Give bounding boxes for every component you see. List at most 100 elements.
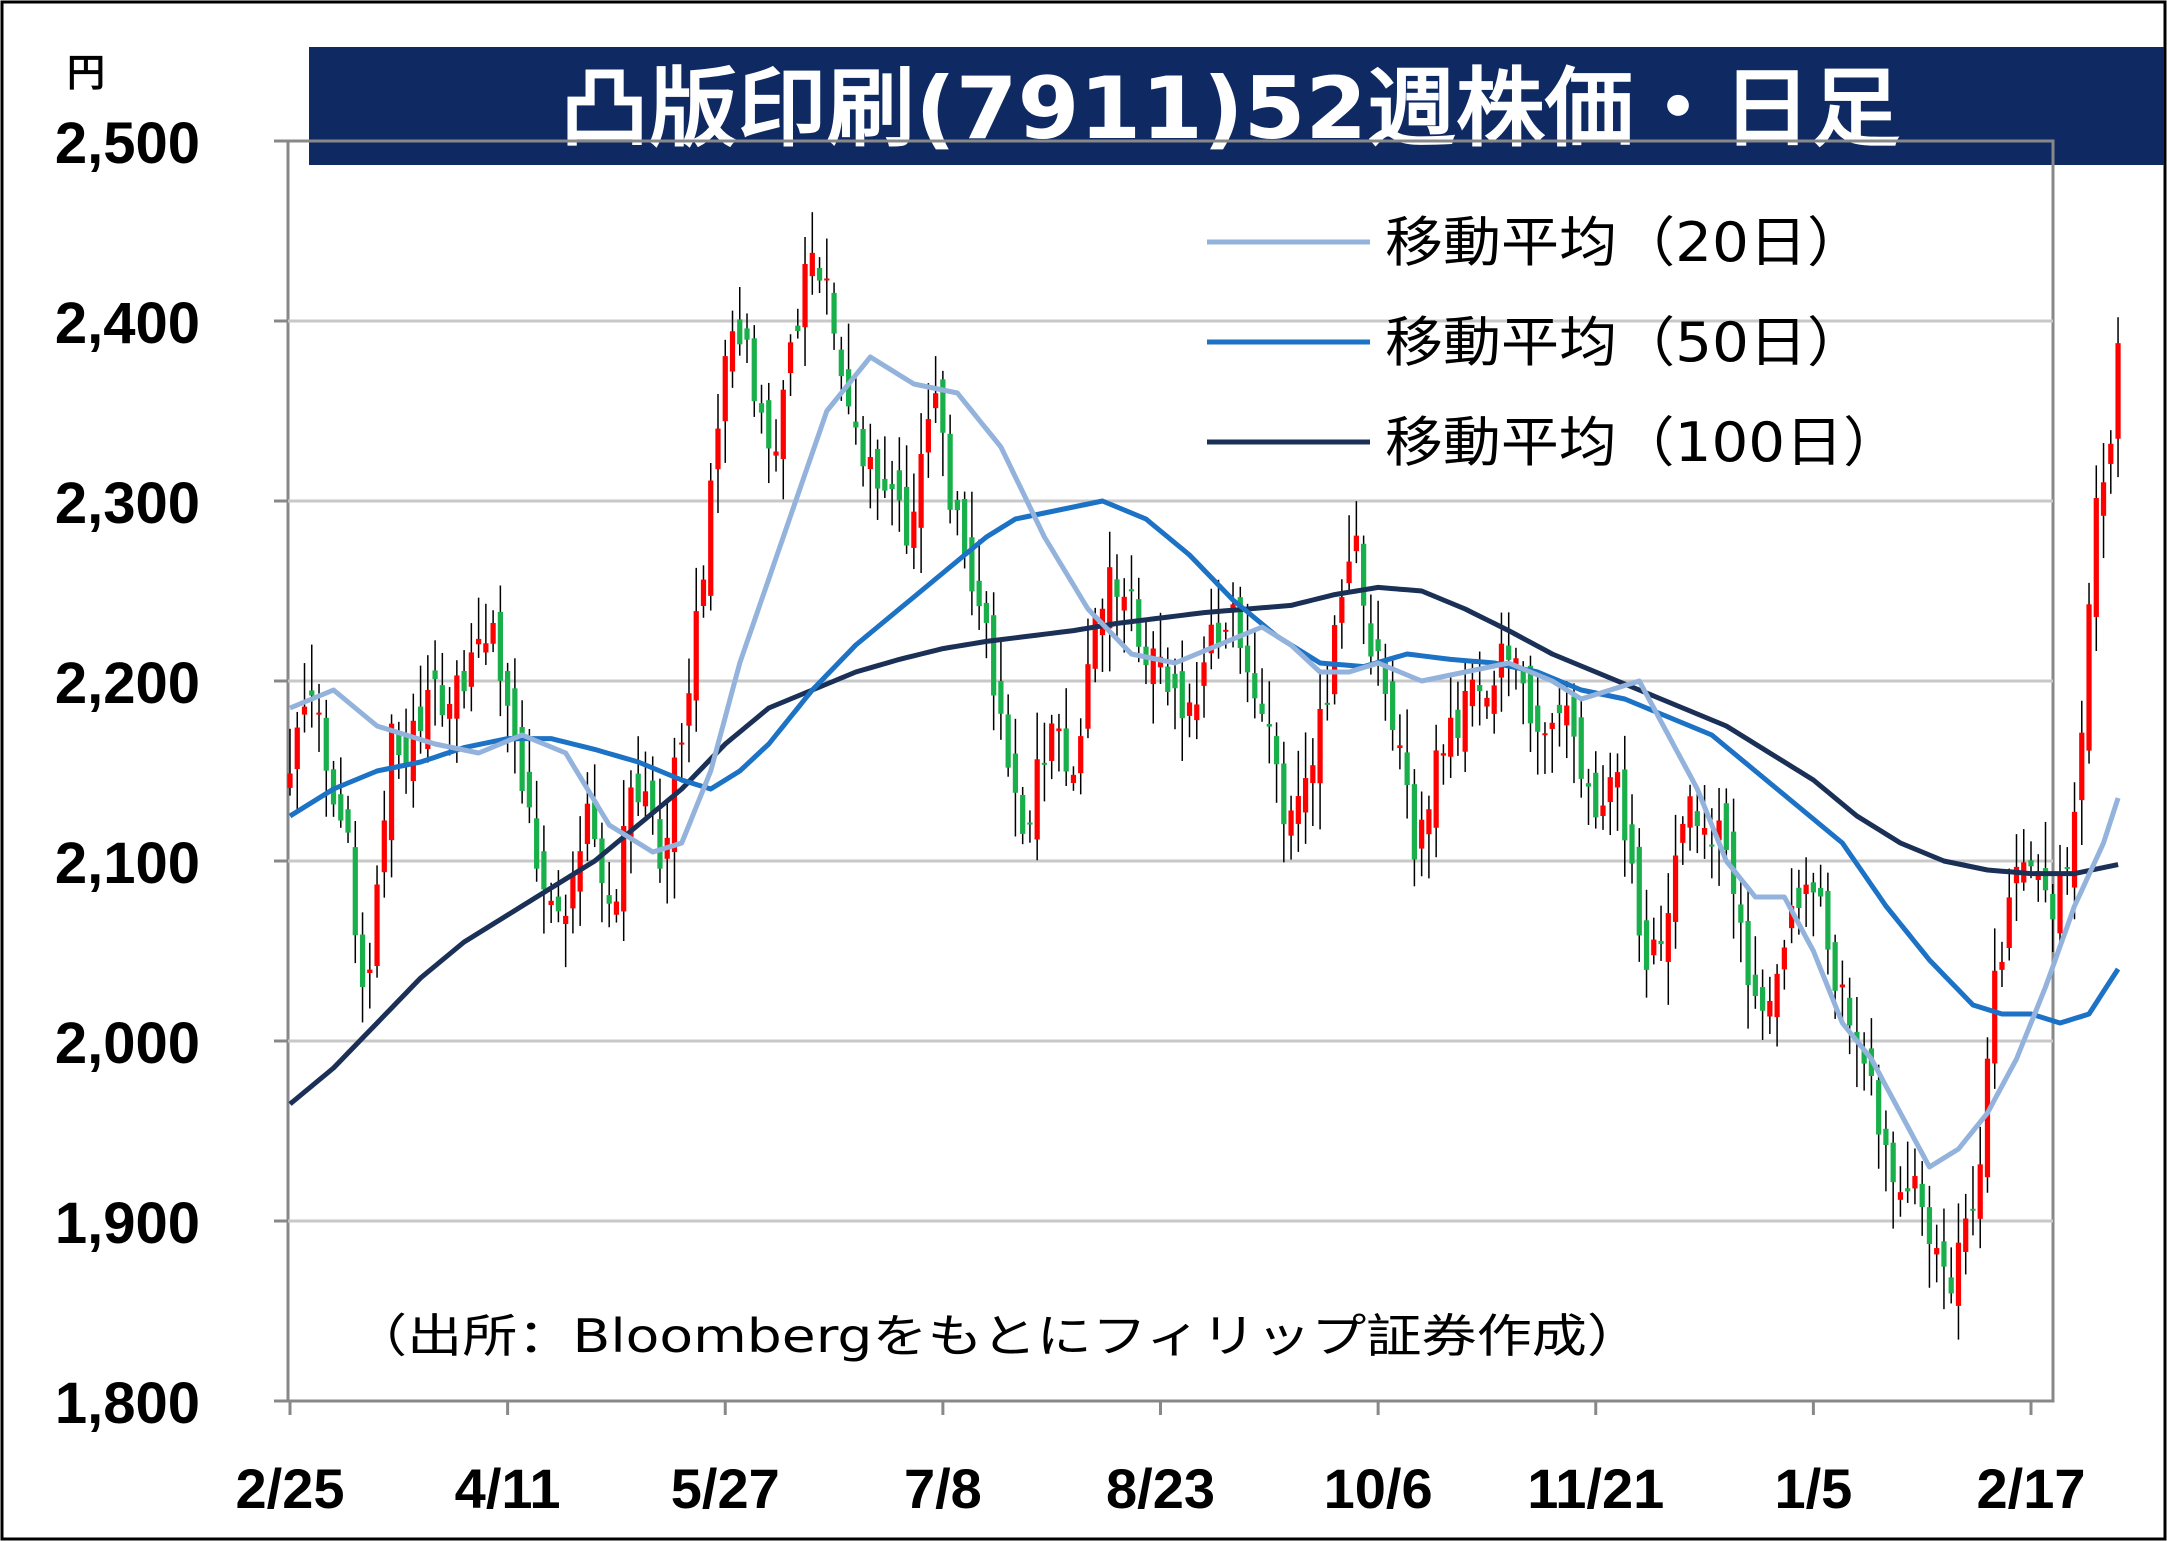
candle-down: [1252, 628, 1258, 719]
candle-up: [1701, 785, 1708, 859]
candle-body: [1883, 1128, 1889, 1146]
candle-body: [1818, 887, 1824, 897]
candle-body: [1419, 819, 1425, 849]
candle-up: [2100, 443, 2107, 559]
candle-body: [1861, 1049, 1867, 1064]
candle-up: [918, 413, 924, 573]
candle-body: [1578, 717, 1584, 779]
candle-down: [1259, 668, 1265, 722]
candle-down: [983, 591, 990, 659]
candle-down: [1629, 794, 1635, 884]
candle-body: [2050, 894, 2056, 920]
candle-up: [1491, 670, 1497, 734]
candle-down: [1012, 718, 1019, 837]
candle-body: [425, 689, 431, 750]
candle-body: [1825, 890, 1831, 950]
candle-body: [1440, 753, 1447, 756]
candle-body: [2115, 343, 2121, 439]
candle-body: [1723, 803, 1729, 851]
candle-up: [1564, 681, 1570, 759]
candle-body: [1839, 984, 1846, 988]
candle-up: [381, 790, 387, 898]
candle-body: [751, 338, 757, 402]
candle-down: [345, 795, 351, 843]
candle-down: [1752, 936, 1758, 1009]
candle-body: [410, 720, 416, 782]
candle-down: [1890, 1131, 1896, 1229]
candle-up: [729, 310, 736, 388]
ma100-line: [288, 584, 2119, 1106]
candle-down: [352, 821, 358, 964]
candle-up: [2057, 844, 2063, 943]
candle-up: [1353, 501, 1359, 564]
candle-body: [1397, 745, 1403, 749]
legend-label-ma100: 移動平均（100日）: [1385, 411, 1901, 474]
candle-down: [1266, 681, 1272, 764]
candle-body: [1121, 596, 1127, 611]
candle-up: [1317, 673, 1323, 830]
candle-up: [824, 238, 830, 315]
candle-body: [1041, 762, 1048, 765]
candle-up: [1085, 618, 1091, 739]
candle-body: [432, 670, 438, 680]
candle-body: [650, 780, 656, 814]
candle-up: [1034, 712, 1040, 861]
candle-down: [976, 539, 982, 630]
candle-down: [998, 639, 1004, 740]
candle-body: [1302, 778, 1309, 813]
candle-down: [1455, 681, 1461, 756]
candle-body: [1796, 887, 1802, 908]
candle-down: [1041, 722, 1048, 802]
candle-body: [954, 499, 960, 511]
candle-down: [1382, 643, 1388, 721]
candle-body: [1215, 622, 1222, 648]
candle-body: [1477, 685, 1483, 692]
candle-body: [2028, 860, 2034, 867]
y-tick-label: 2,400: [55, 291, 200, 356]
candle-up: [1433, 724, 1439, 858]
candle-body: [773, 451, 779, 456]
candle-down: [1404, 709, 1410, 819]
candle-body: [729, 331, 736, 372]
candle-body: [1730, 831, 1737, 894]
candle-body: [1252, 673, 1258, 699]
candle-body: [991, 615, 997, 696]
candle-body: [1781, 947, 1787, 970]
candle-up: [1346, 515, 1352, 593]
candle-down: [1636, 828, 1642, 962]
candle-body: [700, 579, 707, 607]
candle-up: [1549, 712, 1555, 773]
candle-up: [621, 780, 627, 941]
candle-down: [323, 699, 329, 817]
candle-body: [1709, 844, 1715, 847]
candle-up: [1607, 752, 1613, 836]
candle-body: [1752, 974, 1758, 996]
candle-body: [1934, 1248, 1940, 1255]
candle-body: [1593, 772, 1599, 818]
candle-body: [1027, 822, 1033, 825]
legend-label-ma20: 移動平均（20日）: [1385, 211, 1865, 274]
candle-down: [1165, 647, 1171, 706]
candle-down: [497, 585, 503, 717]
candle-up: [1186, 683, 1193, 738]
candle-body: [490, 622, 496, 644]
candle-up: [1121, 578, 1127, 653]
candle-body: [1092, 615, 1098, 669]
candle-body: [795, 325, 801, 332]
candle-body: [1992, 970, 1998, 1064]
candle-body: [1237, 597, 1243, 648]
candle-body: [1571, 696, 1577, 737]
candle-down: [1390, 656, 1396, 751]
candle-down: [1172, 658, 1178, 730]
candle-down: [1723, 788, 1729, 865]
candle-body: [483, 643, 489, 653]
candle-down: [512, 658, 518, 774]
y-tick-label: 2,500: [55, 111, 200, 176]
candle-body: [1984, 1058, 1991, 1178]
candle-body: [933, 393, 939, 409]
candle-body: [1905, 1188, 1911, 1192]
candle-down: [657, 778, 663, 883]
candle-body: [1876, 1080, 1882, 1135]
candle-down: [606, 862, 612, 928]
candle-body: [1963, 1218, 1969, 1252]
